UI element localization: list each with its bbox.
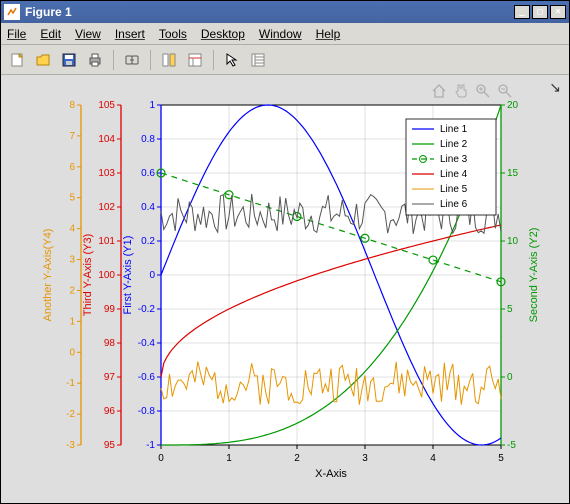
svg-text:15: 15 xyxy=(507,168,519,179)
figure-area: ↘ 012345X-Axis-1-0.8-0.6-0.4-0.200.20.40… xyxy=(1,75,569,503)
svg-text:-5: -5 xyxy=(507,440,516,451)
svg-text:-0.8: -0.8 xyxy=(138,406,156,417)
svg-text:102: 102 xyxy=(98,202,115,213)
minimize-button[interactable]: _ xyxy=(514,5,530,19)
titlebar[interactable]: Figure 1 _ □ × xyxy=(1,1,569,23)
menu-insert[interactable]: Insert xyxy=(115,27,145,41)
toolbar-separator xyxy=(213,50,214,70)
svg-text:-0.2: -0.2 xyxy=(138,304,156,315)
menu-help[interactable]: Help xyxy=(316,27,341,41)
svg-text:99: 99 xyxy=(104,304,116,315)
svg-text:0: 0 xyxy=(158,453,164,464)
menu-view[interactable]: View xyxy=(75,27,101,41)
svg-text:First Y-Axis (Y1): First Y-Axis (Y1) xyxy=(122,236,134,315)
link-button[interactable] xyxy=(120,48,144,72)
svg-text:0.2: 0.2 xyxy=(141,236,155,247)
svg-text:Second Y-Axis (Y2): Second Y-Axis (Y2) xyxy=(528,228,540,323)
svg-text:-0.6: -0.6 xyxy=(138,372,156,383)
print-button[interactable] xyxy=(83,48,107,72)
close-button[interactable]: × xyxy=(550,5,566,19)
menubar: File Edit View Insert Tools Desktop Wind… xyxy=(1,23,569,45)
arrow-button[interactable] xyxy=(220,48,244,72)
panel-button[interactable] xyxy=(246,48,270,72)
svg-text:100: 100 xyxy=(98,270,115,281)
svg-text:20: 20 xyxy=(507,100,519,111)
svg-text:6: 6 xyxy=(69,162,75,173)
svg-text:Line 6: Line 6 xyxy=(440,199,468,210)
svg-text:Third Y-Axis (Y3): Third Y-Axis (Y3) xyxy=(82,234,94,317)
svg-text:Line 4: Line 4 xyxy=(440,169,468,180)
svg-text:-3: -3 xyxy=(66,440,75,451)
new-button[interactable] xyxy=(5,48,29,72)
layout-button[interactable] xyxy=(183,48,207,72)
svg-text:1: 1 xyxy=(149,100,155,111)
matlab-icon xyxy=(4,4,20,20)
svg-text:0: 0 xyxy=(507,372,513,383)
plot-canvas[interactable]: 0 1 2 3 4 5 X-Axis -1 -0.8 -0.6 -0.4 -0.2 0 0.2 0.4 0.6… xyxy=(1,75,569,503)
svg-text:0.4: 0.4 xyxy=(141,202,155,213)
svg-text:5: 5 xyxy=(498,453,504,464)
save-button[interactable] xyxy=(57,48,81,72)
window-title: Figure 1 xyxy=(25,5,72,19)
svg-text:Another Y-Axis(Y4): Another Y-Axis(Y4) xyxy=(42,229,54,322)
menu-window[interactable]: Window xyxy=(259,27,302,41)
open-button[interactable] xyxy=(31,48,55,72)
toolbar-separator xyxy=(150,50,151,70)
svg-text:Line 3: Line 3 xyxy=(440,154,468,165)
svg-text:2: 2 xyxy=(69,285,75,296)
svg-text:0.6: 0.6 xyxy=(141,168,155,179)
toolbar-separator xyxy=(113,50,114,70)
svg-text:0: 0 xyxy=(149,270,155,281)
svg-text:101: 101 xyxy=(98,236,115,247)
svg-text:Line 2: Line 2 xyxy=(440,139,468,150)
svg-text:105: 105 xyxy=(98,100,115,111)
svg-text:5: 5 xyxy=(69,193,75,204)
svg-text:1: 1 xyxy=(69,316,75,327)
svg-text:0: 0 xyxy=(69,347,75,358)
svg-text:Line 1: Line 1 xyxy=(440,124,468,135)
menu-edit[interactable]: Edit xyxy=(40,27,61,41)
svg-text:97: 97 xyxy=(104,372,116,383)
maximize-button[interactable]: □ xyxy=(532,5,548,19)
svg-text:7: 7 xyxy=(69,131,75,142)
toolbar xyxy=(1,45,569,75)
svg-text:8: 8 xyxy=(69,100,75,111)
svg-text:0.8: 0.8 xyxy=(141,134,155,145)
svg-text:96: 96 xyxy=(104,406,116,417)
svg-text:10: 10 xyxy=(507,236,519,247)
svg-text:4: 4 xyxy=(430,453,436,464)
svg-text:95: 95 xyxy=(104,440,116,451)
svg-text:-1: -1 xyxy=(66,378,75,389)
svg-text:98: 98 xyxy=(104,338,116,349)
svg-text:1: 1 xyxy=(226,453,232,464)
menu-file[interactable]: File xyxy=(7,27,26,41)
menu-tools[interactable]: Tools xyxy=(159,27,187,41)
svg-text:3: 3 xyxy=(69,255,75,266)
svg-text:-0.4: -0.4 xyxy=(138,338,156,349)
svg-text:3: 3 xyxy=(362,453,368,464)
menu-desktop[interactable]: Desktop xyxy=(201,27,245,41)
svg-text:-1: -1 xyxy=(146,440,155,451)
svg-text:104: 104 xyxy=(98,134,115,145)
svg-text:-2: -2 xyxy=(66,409,75,420)
svg-text:Line 5: Line 5 xyxy=(440,184,468,195)
tile-button[interactable] xyxy=(157,48,181,72)
svg-text:2: 2 xyxy=(294,453,300,464)
svg-text:5: 5 xyxy=(507,304,513,315)
svg-text:X-Axis: X-Axis xyxy=(315,468,347,480)
svg-text:103: 103 xyxy=(98,168,115,179)
svg-text:4: 4 xyxy=(69,224,75,235)
figure-window: Figure 1 _ □ × File Edit View Insert Too… xyxy=(0,0,570,504)
